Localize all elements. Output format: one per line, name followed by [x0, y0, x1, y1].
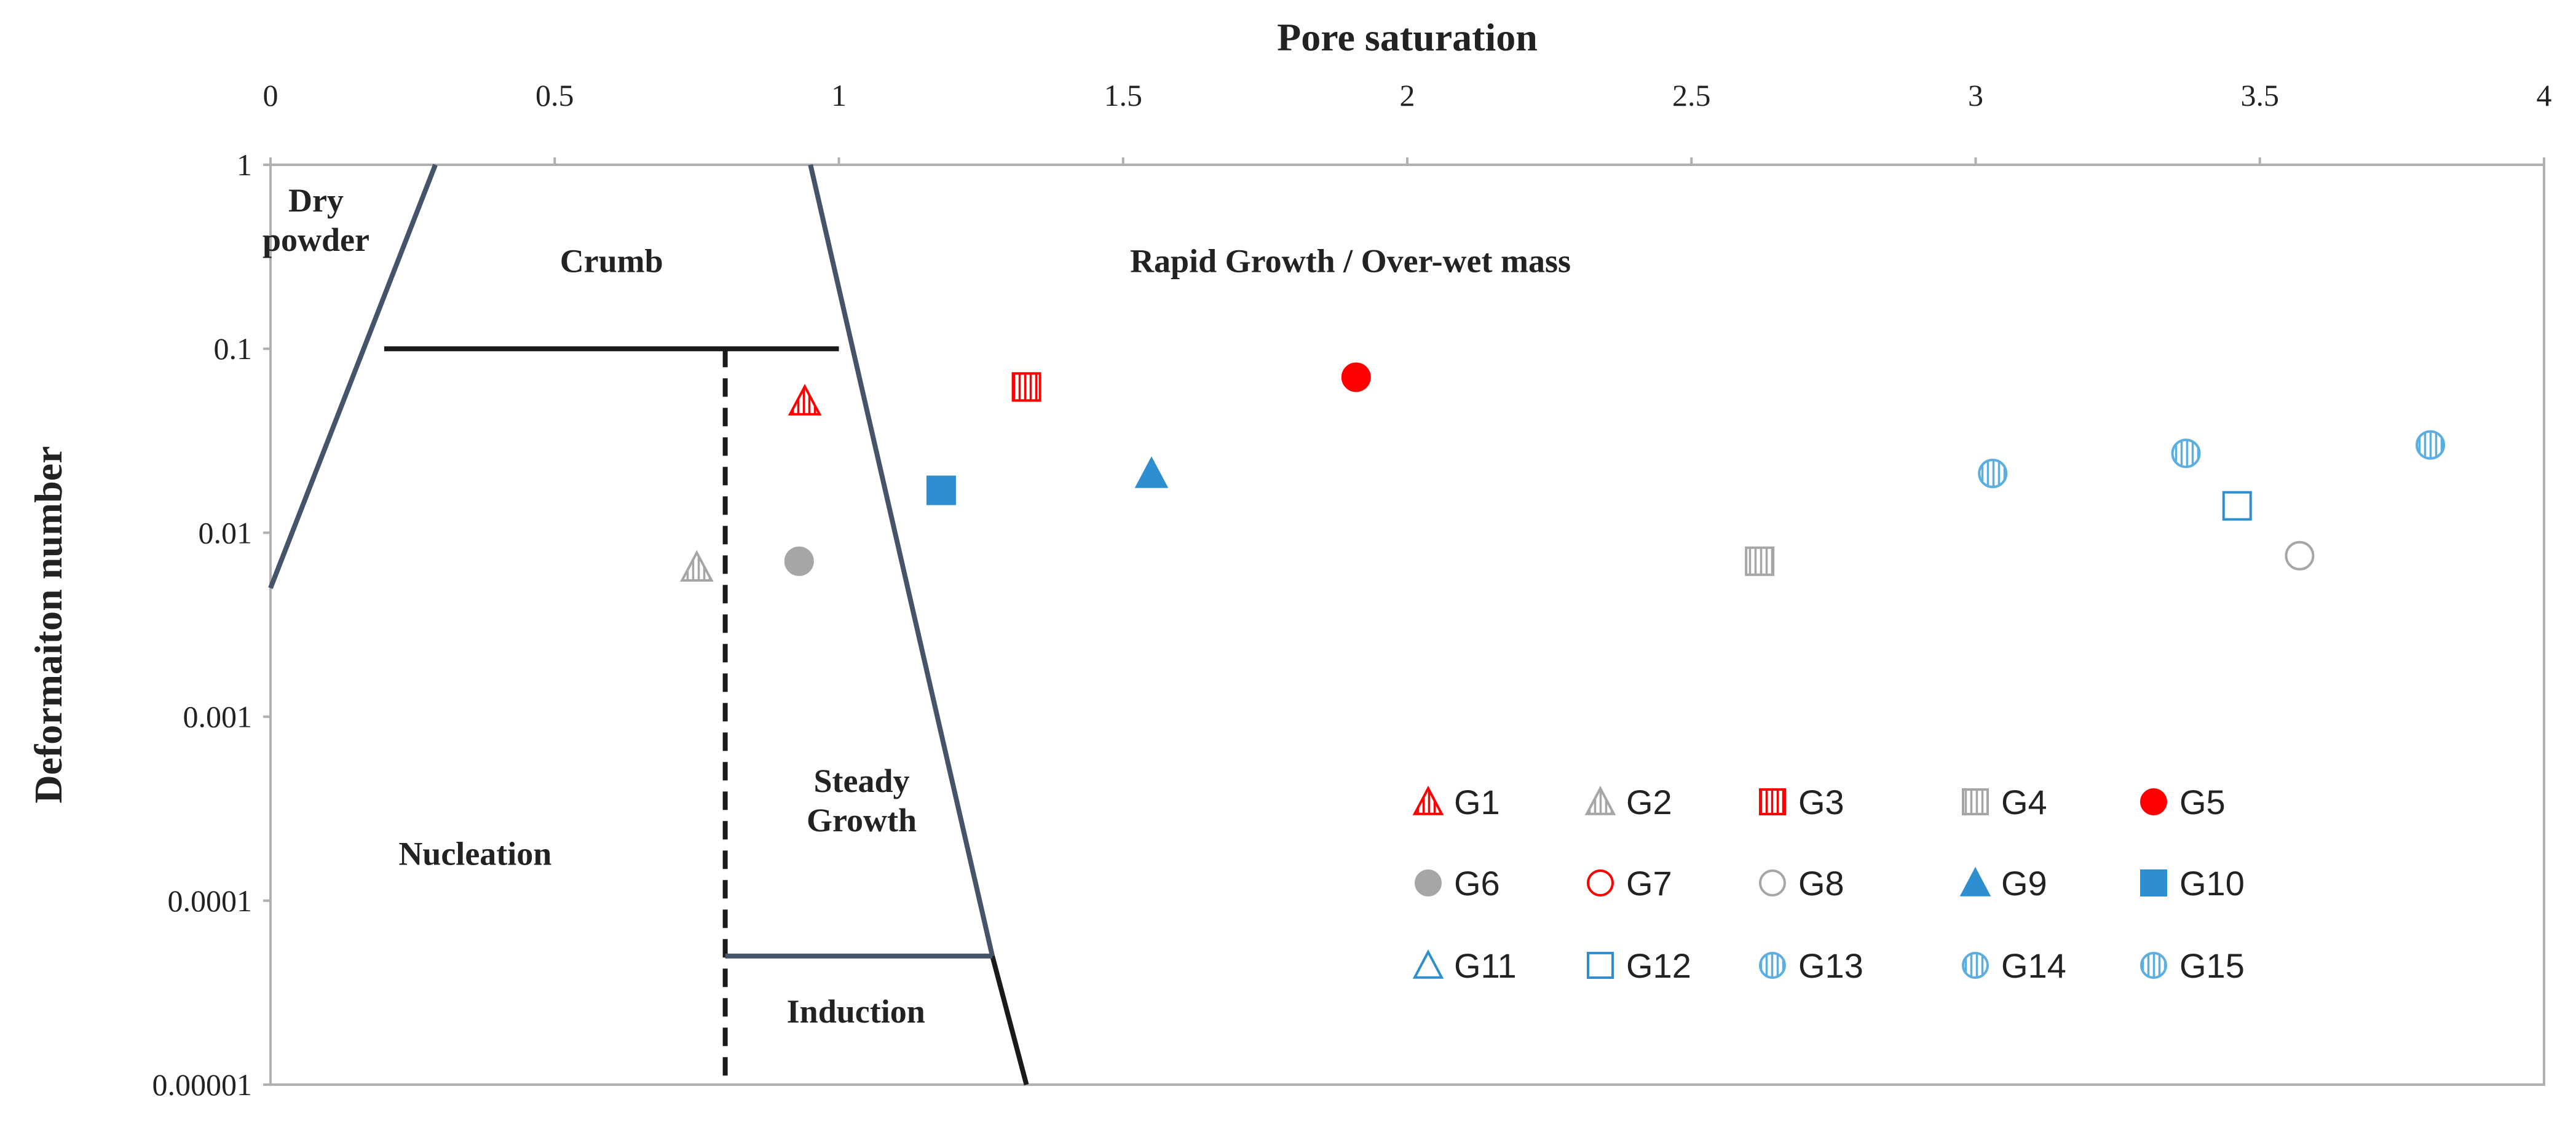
legend-marker [1584, 785, 1616, 815]
y-tick-label: 0.0001 [168, 884, 253, 918]
legend-label: G8 [1798, 864, 1844, 903]
legend-label: G2 [1626, 783, 1672, 821]
legend-label: G10 [2179, 864, 2245, 903]
legend-marker [2140, 869, 2167, 896]
legend-item: G6 [1415, 864, 1500, 903]
point-g12 [2222, 491, 2252, 521]
point-g10 [926, 475, 956, 505]
legend-item: G5 [2140, 783, 2226, 821]
y-tick-label: 1 [237, 148, 252, 182]
legend-marker [1759, 952, 1786, 979]
legend-item: G12 [1587, 946, 1691, 985]
legend-label: G14 [2001, 946, 2066, 985]
legend-marker [1962, 952, 1989, 979]
legend-item: G4 [1962, 783, 2047, 821]
legend-label: G6 [1454, 864, 1500, 903]
x-tick-label: 3 [1968, 78, 1983, 113]
legend-item: G13 [1759, 946, 1863, 985]
legend-item: G2 [1584, 783, 1672, 821]
point-g2 [680, 550, 714, 582]
legend-item: G15 [2140, 946, 2245, 985]
data-points [680, 362, 2446, 582]
legend: G1 G2 G3 G4 G5 G6 G7 G8 G9 G10 G11 G12 G13 G14 G15 [1412, 783, 2245, 985]
legend-label: G15 [2179, 946, 2245, 985]
point-g15 [2416, 430, 2446, 460]
legend-label: G7 [1626, 864, 1672, 903]
legend-label: G3 [1798, 783, 1844, 821]
point-g1 [788, 384, 822, 416]
rapid-growth-boundary [808, 164, 995, 957]
legend-marker [2140, 788, 2167, 815]
legend-label: G4 [2001, 783, 2047, 821]
dry-powder-boundary [268, 164, 438, 589]
x-axis-title: Pore saturation [1277, 15, 1538, 59]
legend-item: G1 [1412, 783, 1500, 821]
x-tick-label: 0.5 [535, 78, 574, 113]
legend-marker [1587, 869, 1614, 896]
point-g13 [1978, 458, 2008, 488]
legend-marker [2140, 952, 2167, 979]
legend-marker [1962, 788, 1989, 815]
x-tick-label: 2 [1400, 78, 1415, 113]
legend-marker [1412, 785, 1444, 815]
legend-label: G11 [1454, 946, 1517, 985]
point-g6 [784, 546, 814, 576]
legend-item: G7 [1587, 864, 1672, 903]
induction-boundary-lower [990, 955, 1029, 1086]
legend-marker [1959, 866, 1991, 896]
region-label: Induction [787, 993, 925, 1030]
legend-marker [1587, 952, 1614, 979]
legend-marker [1415, 869, 1442, 896]
regime-lines [268, 164, 1029, 1086]
x-tick-label: 1.5 [1104, 78, 1143, 113]
x-tick-label: 0 [263, 78, 279, 113]
region-label: Crumb [560, 242, 663, 279]
y-tick-label: 0.00001 [152, 1067, 253, 1102]
point-g8 [2285, 540, 2315, 571]
legend-marker [1759, 788, 1786, 815]
legend-marker [1759, 869, 1786, 896]
x-axis-ticks: 0 0.5 1 1.5 2 2.5 3 3.5 4 [263, 78, 2552, 165]
x-tick-label: 1 [831, 78, 847, 113]
legend-label: G5 [2179, 783, 2226, 821]
legend-item: G3 [1759, 783, 1844, 821]
legend-item: G8 [1759, 864, 1844, 903]
point-g3 [1011, 372, 1041, 402]
region-label: Rapid Growth / Over-wet mass [1130, 242, 1571, 279]
x-tick-label: 3.5 [2241, 78, 2280, 113]
legend-marker [1412, 949, 1444, 979]
region-label: Growth [807, 802, 917, 839]
point-g9 [1134, 456, 1169, 488]
legend-label: G9 [2001, 864, 2047, 903]
region-label: Steady [813, 762, 909, 799]
region-label: powder [263, 221, 369, 258]
legend-label: G13 [1798, 946, 1863, 985]
legend-item: G14 [1962, 946, 2066, 985]
point-g4 [1745, 546, 1775, 576]
region-label: Nucleation [398, 835, 551, 872]
legend-item: G9 [1959, 864, 2047, 903]
y-axis-title: Deformaiton number [26, 446, 70, 803]
y-axis-ticks: 1 0.1 0.01 0.001 0.0001 0.00001 [152, 148, 271, 1102]
legend-label: G12 [1626, 946, 1691, 985]
legend-item: G10 [2140, 864, 2245, 903]
point-g5 [1341, 362, 1371, 392]
y-tick-label: 0.1 [214, 331, 253, 366]
region-label: Dry [288, 182, 344, 219]
legend-item: G11 [1412, 946, 1517, 985]
legend-label: G1 [1454, 783, 1500, 821]
y-tick-label: 0.01 [199, 515, 253, 550]
point-g14 [2171, 438, 2201, 469]
y-tick-label: 0.001 [183, 700, 253, 734]
x-tick-label: 4 [2537, 78, 2552, 113]
x-tick-label: 2.5 [1672, 78, 1711, 113]
